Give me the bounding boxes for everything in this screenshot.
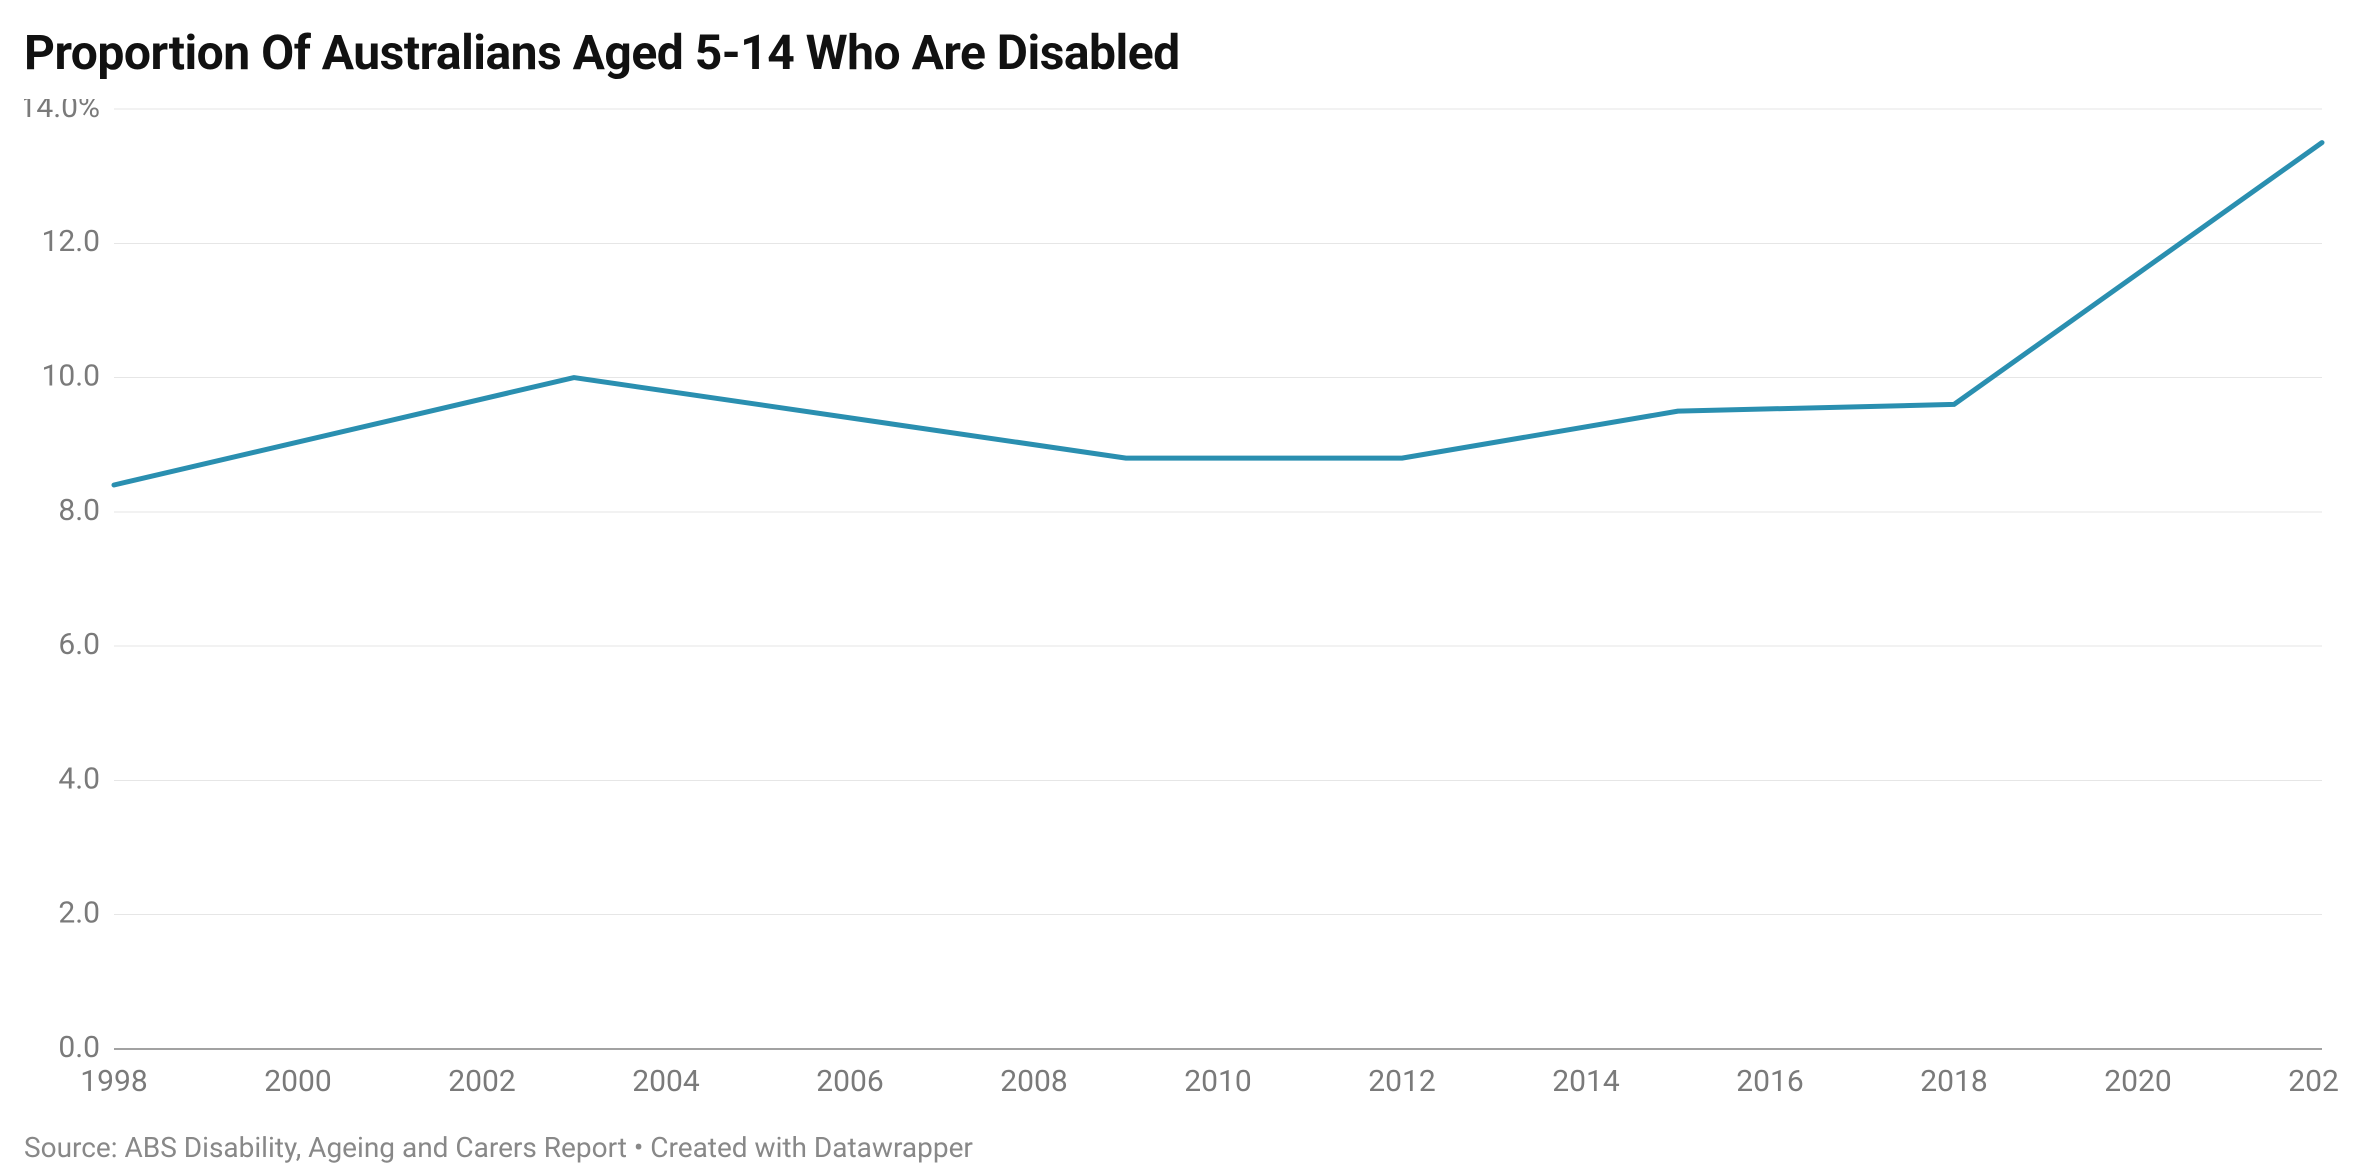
- x-tick-label: 2018: [1920, 1064, 1987, 1099]
- y-tick-label: 0.0: [58, 1030, 100, 1065]
- y-tick-label: 10.0: [42, 358, 101, 393]
- x-tick-label: 2004: [632, 1064, 700, 1099]
- x-tick-label: 2000: [264, 1064, 331, 1099]
- line-chart-svg: 0.0 2.0 4.0 6.0 8.0 10.0 12.0 14.0% 1998 2000 2002…: [24, 99, 2340, 1109]
- x-tick-label: 2020: [2104, 1064, 2171, 1099]
- y-tick-label: 4.0: [58, 761, 100, 796]
- y-tick-label: 2.0: [58, 896, 100, 931]
- y-tick-label: 12.0: [42, 224, 101, 259]
- x-tick-label: 2002: [448, 1064, 515, 1099]
- y-tick-label: 8.0: [58, 493, 100, 528]
- x-tick-label: 2010: [1184, 1064, 1251, 1099]
- chart-area: 0.0 2.0 4.0 6.0 8.0 10.0 12.0 14.0% 1998 2000 2002…: [24, 99, 2340, 1109]
- y-tick-label: 6.0: [58, 627, 100, 662]
- x-tick-label: 2008: [1000, 1064, 1067, 1099]
- y-tick-label: 14.0%: [24, 99, 100, 125]
- x-tick-label: 2014: [1552, 1064, 1620, 1099]
- x-tick-label: 1998: [80, 1064, 147, 1099]
- chart-title: Proportion Of Australians Aged 5-14 Who …: [24, 24, 2340, 81]
- chart-footer: Source: ABS Disability, Ageing and Carer…: [24, 1131, 2340, 1164]
- x-tick-label: 2016: [1736, 1064, 1803, 1099]
- x-tick-label: 2006: [816, 1064, 883, 1099]
- x-tick-label: 2022: [2288, 1064, 2340, 1099]
- x-tick-label: 2012: [1368, 1064, 1435, 1099]
